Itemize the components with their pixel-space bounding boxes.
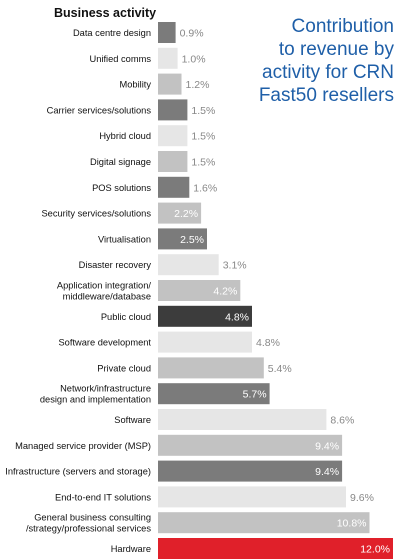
bar [158,538,393,559]
data-label: 12.0% [360,544,390,556]
data-label: 4.8% [225,311,249,323]
data-label: 9.4% [315,440,339,452]
data-label: 0.9% [180,28,204,40]
bar [158,383,270,405]
category-label: Application integration/ [57,281,151,291]
bar [158,151,188,172]
bar [158,47,178,69]
data-label: 5.7% [243,389,267,401]
category-label: design and implementation [40,395,151,405]
category-label: /strategy/professional services [26,524,151,534]
bar [158,434,343,456]
data-label: 8.6% [330,415,354,427]
category-label: Data centre design [73,28,151,38]
category-label: Digital signage [90,157,151,167]
bar-group: 0.9% Data centre design 1.0% Unified comms 1… [5,22,393,559]
data-label: 1.6% [193,182,217,194]
bar [158,228,207,250]
category-label: Managed service provider (MSP) [15,441,151,451]
data-label: 4.2% [213,286,237,298]
category-label: Software development [58,338,151,348]
bar [158,22,176,43]
category-label: Public cloud [101,312,151,322]
category-label: Disaster recovery [79,260,152,270]
data-label: 2.2% [174,208,198,220]
data-label: 1.5% [191,157,215,169]
category-label: Virtualisation [98,234,151,244]
data-label: 2.5% [180,234,204,246]
bar [158,305,252,327]
data-label: 1.0% [182,53,206,65]
category-label: Mobility [119,80,151,90]
bar [158,512,370,534]
category-label: Unified comms [90,54,152,64]
bar [158,280,241,301]
bar [158,409,327,430]
category-label: Network/infrastructure [60,384,151,394]
chart-title-line-1: Contribution [292,16,394,37]
bar [158,460,343,482]
category-label: General business consulting [34,513,151,523]
data-label: 9.6% [350,492,374,504]
bar [158,73,182,95]
data-label: 3.1% [223,260,247,272]
category-label: middleware/database [63,292,151,302]
data-label: 1.5% [191,131,215,143]
bar [158,202,202,224]
column-header: Business activity [54,6,156,20]
bar [158,331,252,353]
bar [158,254,219,276]
bar [158,357,264,379]
bar [158,99,188,121]
data-label: 5.4% [268,363,292,375]
data-label: 9.4% [315,466,339,478]
data-label: 1.5% [191,105,215,117]
category-label: Software [114,415,151,425]
chart-title-line-2: to revenue by [279,39,395,60]
data-label: 1.2% [186,79,210,91]
category-label: End-to-end IT solutions [55,492,151,502]
category-label: Security services/solutions [41,209,151,219]
bar [158,125,188,147]
category-label: Hybrid cloud [99,131,151,141]
chart-title-line-4: Fast50 resellers [259,85,394,106]
category-label: POS solutions [92,183,151,193]
category-label: Hardware [111,544,151,554]
chart-title-line-3: activity for CRN [262,62,394,83]
bar [158,486,346,508]
category-label: Carrier services/solutions [47,105,152,115]
category-label: Private cloud [97,363,151,373]
data-label: 10.8% [337,518,367,530]
category-label: Infrastructure (servers and storage) [5,467,151,477]
bar [158,176,190,198]
data-label: 4.8% [256,337,280,349]
